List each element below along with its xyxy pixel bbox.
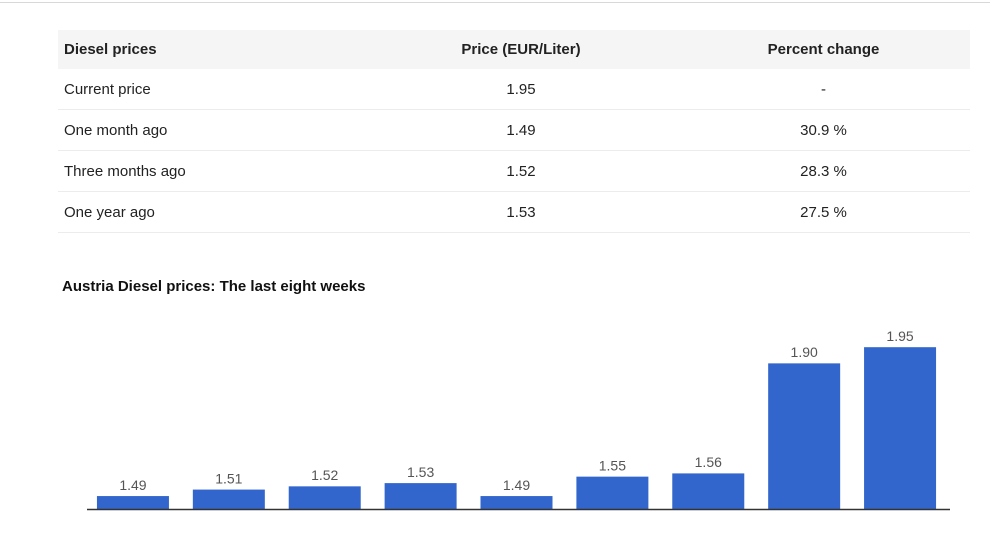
chart-title: Austria Diesel prices: The last eight we… (62, 278, 365, 295)
table-cell: 28.3 % (677, 150, 970, 192)
top-border (0, 2, 990, 3)
value-label: 1.55 (599, 457, 626, 473)
value-label: 1.53 (407, 464, 434, 480)
table-cell: One month ago (58, 109, 365, 151)
bar (672, 473, 745, 509)
header-cell: Percent change (677, 30, 970, 69)
table-row: One month ago 1.49 30.9 % (58, 109, 970, 151)
header-cell: Price (EUR/Liter) (365, 30, 677, 69)
price-table: Diesel prices Price (EUR/Liter) Percent ch… (58, 30, 970, 233)
table-cell: 1.49 (365, 109, 677, 151)
table-cell: 30.9 % (677, 109, 970, 151)
table-cell: Three months ago (58, 150, 365, 192)
bar (480, 496, 553, 509)
value-label: 1.56 (695, 454, 722, 470)
table-cell: - (677, 69, 970, 110)
bar (96, 496, 169, 509)
chart: Austria Diesel prices: The last eight we… (62, 278, 950, 511)
value-label: 1.95 (886, 328, 913, 344)
table-cell: Current price (58, 69, 365, 110)
bar (768, 363, 841, 509)
table-cell: 1.52 (365, 150, 677, 192)
value-label: 1.49 (503, 477, 530, 493)
table-row: Three months ago 1.52 28.3 % (58, 150, 970, 192)
table-cell: One year ago (58, 191, 365, 233)
bar (288, 486, 361, 509)
header-cell: Diesel prices (58, 30, 365, 69)
bar (384, 483, 457, 509)
table-row: Current price 1.95- (58, 69, 970, 110)
value-label: 1.90 (791, 344, 818, 360)
table-cell: 1.95 (365, 69, 677, 110)
header-row: Diesel prices Price (EUR/Liter) Percent ch… (58, 30, 970, 69)
table-cell: 27.5 % (677, 191, 970, 233)
value-label: 1.49 (119, 477, 146, 493)
value-label: 1.51 (215, 470, 242, 486)
bar (192, 489, 265, 509)
bar (576, 476, 649, 509)
table-cell: 1.53 (365, 191, 677, 233)
table-row: One year ago 1.53 27.5 % (58, 191, 970, 233)
value-label: 1.52 (311, 467, 338, 483)
bar (864, 347, 937, 509)
